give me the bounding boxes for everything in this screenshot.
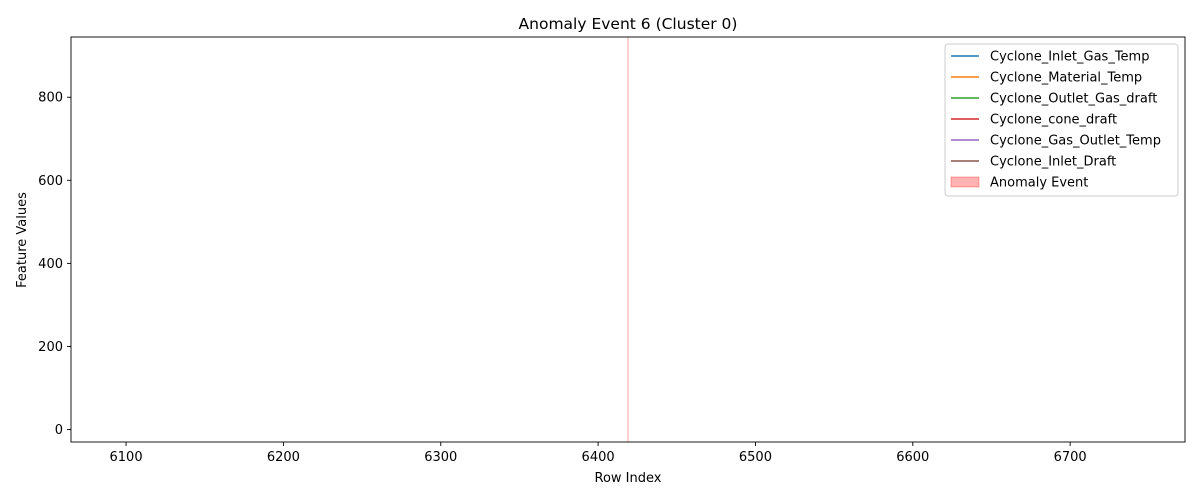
legend-label-1: Cyclone_Material_Temp [990, 71, 1142, 86]
legend: Cyclone_Inlet_Gas_Temp Cyclone_Material_T… [944, 43, 1179, 197]
x-tick-label: 6100 [110, 450, 143, 465]
y-tick-label: 400 [38, 257, 63, 272]
y-axis-title: Feature Values [15, 192, 30, 288]
legend-label-5: Cyclone_Inlet_Draft [990, 155, 1116, 170]
x-tick-label: 6500 [739, 450, 772, 465]
x-tick-label: 6400 [582, 450, 615, 465]
y-tick-label: 0 [55, 423, 63, 438]
plot-area [627, 37, 629, 442]
y-tick-label: 800 [38, 91, 63, 106]
x-tick-label: 6600 [896, 450, 929, 465]
x-tick-label: 6700 [1054, 450, 1087, 465]
legend-label-3: Cyclone_cone_draft [990, 113, 1117, 128]
legend-box [944, 43, 1179, 197]
x-tick-label: 6300 [424, 450, 457, 465]
legend-label-4: Cyclone_Gas_Outlet_Temp [990, 134, 1161, 149]
axes: 6100 6200 6300 6400 6500 6600 6700 0 200 400 600 80… [38, 36, 1186, 465]
legend-label-anomaly: Anomaly Event [990, 176, 1088, 191]
legend-swatch-anomaly [950, 176, 980, 188]
legend-label-2: Cyclone_Outlet_Gas_draft [990, 92, 1157, 107]
chart-title: Anomaly Event 6 (Cluster 0) [519, 15, 738, 33]
anomaly-event-span [627, 37, 629, 442]
x-axis-title: Row Index [595, 471, 662, 486]
y-tick-label: 200 [38, 340, 63, 355]
y-tick-label: 600 [38, 174, 63, 189]
plot-frame [70, 36, 1186, 443]
legend-label-0: Cyclone_Inlet_Gas_Temp [990, 50, 1149, 65]
x-tick-label: 6200 [267, 450, 300, 465]
